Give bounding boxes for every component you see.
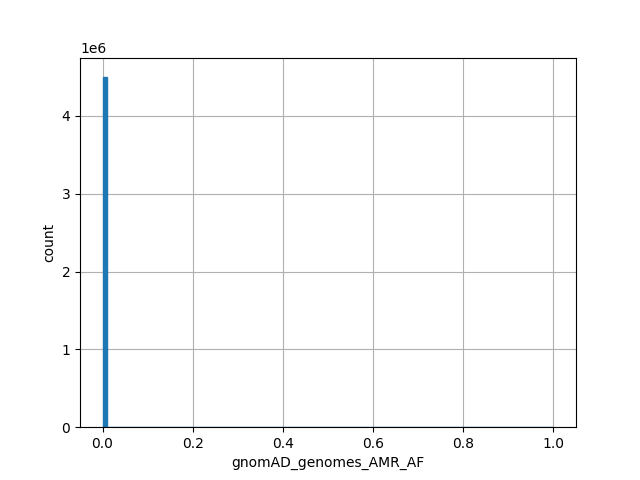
Bar [102, 77, 107, 427]
Y-axis label: count: count [42, 223, 56, 262]
X-axis label: gnomAD_genomes_AMR_AF: gnomAD_genomes_AMR_AF [232, 456, 424, 470]
